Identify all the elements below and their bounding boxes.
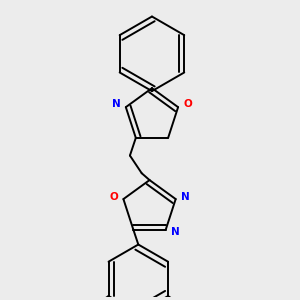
Text: N: N: [181, 192, 190, 202]
Text: N: N: [171, 227, 180, 237]
Text: O: O: [184, 99, 192, 109]
Text: N: N: [112, 99, 120, 109]
Text: O: O: [109, 192, 118, 202]
